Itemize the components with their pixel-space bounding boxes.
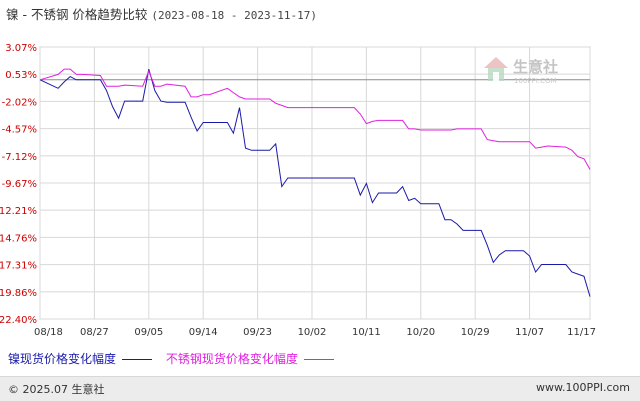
y-tick-label: -19.86%: [0, 288, 37, 299]
y-tick-label: -4.57%: [2, 125, 37, 136]
y-tick-label: -7.12%: [2, 152, 37, 163]
y-tick-label: -9.67%: [2, 179, 37, 190]
x-tick-label: 08/27: [80, 327, 109, 338]
watermark-url: 100PPI.COM: [514, 77, 557, 85]
legend-swatch-stainless: [303, 359, 334, 360]
chart-title-text: 镍 - 不锈钢 价格趋势比较: [6, 7, 148, 22]
x-tick-label: 10/02: [298, 327, 327, 338]
y-tick-label: -17.31%: [0, 261, 37, 272]
x-tick-label: 09/14: [189, 327, 218, 338]
x-tick-label: 10/29: [461, 327, 490, 338]
y-tick-label: -14.76%: [0, 233, 37, 244]
y-tick-label: 0.53%: [5, 70, 37, 81]
legend-item-nickel: 镍现货价格变化幅度: [8, 350, 153, 368]
x-tick-label: 10/20: [406, 327, 435, 338]
y-tick-label: -22.40%: [0, 315, 37, 326]
series-line-nickel: [39, 68, 591, 297]
y-tick-label: -2.02%: [2, 97, 37, 108]
legend-label-nickel: 镍现货价格变化幅度: [8, 352, 117, 366]
footer-copyright: © 2025.07 生意社: [8, 383, 105, 396]
x-tick-label: 08/18: [34, 327, 63, 338]
chart-legend: 镍现货价格变化幅度 不锈钢现货价格变化幅度: [8, 350, 344, 368]
footer-site-link[interactable]: www.100PPI.com: [536, 381, 630, 394]
watermark-house-icon: 生意社 100PPI.COM: [484, 57, 558, 85]
legend-swatch-nickel: [122, 359, 153, 360]
footer-bar: © 2025.07 生意社 www.100PPI.com: [0, 376, 640, 401]
watermark-logo: 生意社 100PPI.COM: [480, 52, 575, 86]
watermark-name: 生意社: [513, 58, 558, 76]
y-tick-label: 3.07%: [5, 43, 37, 54]
x-tick-label: 09/23: [243, 327, 272, 338]
legend-label-stainless: 不锈钢现货价格变化幅度: [165, 352, 298, 366]
x-tick-label: 11/17: [567, 327, 596, 338]
chart-title: 镍 - 不锈钢 价格趋势比较 (2023-08-18 - 2023-11-17): [6, 4, 317, 26]
x-tick-label: 09/05: [134, 327, 163, 338]
series-line-stainless: [39, 68, 591, 170]
legend-item-stainless: 不锈钢现货价格变化幅度: [166, 350, 334, 368]
chart-date-range: (2023-08-18 - 2023-11-17): [151, 9, 317, 22]
y-tick-label: -12.21%: [0, 206, 37, 217]
x-tick-label: 10/11: [352, 327, 381, 338]
x-tick-label: 11/07: [515, 327, 544, 338]
